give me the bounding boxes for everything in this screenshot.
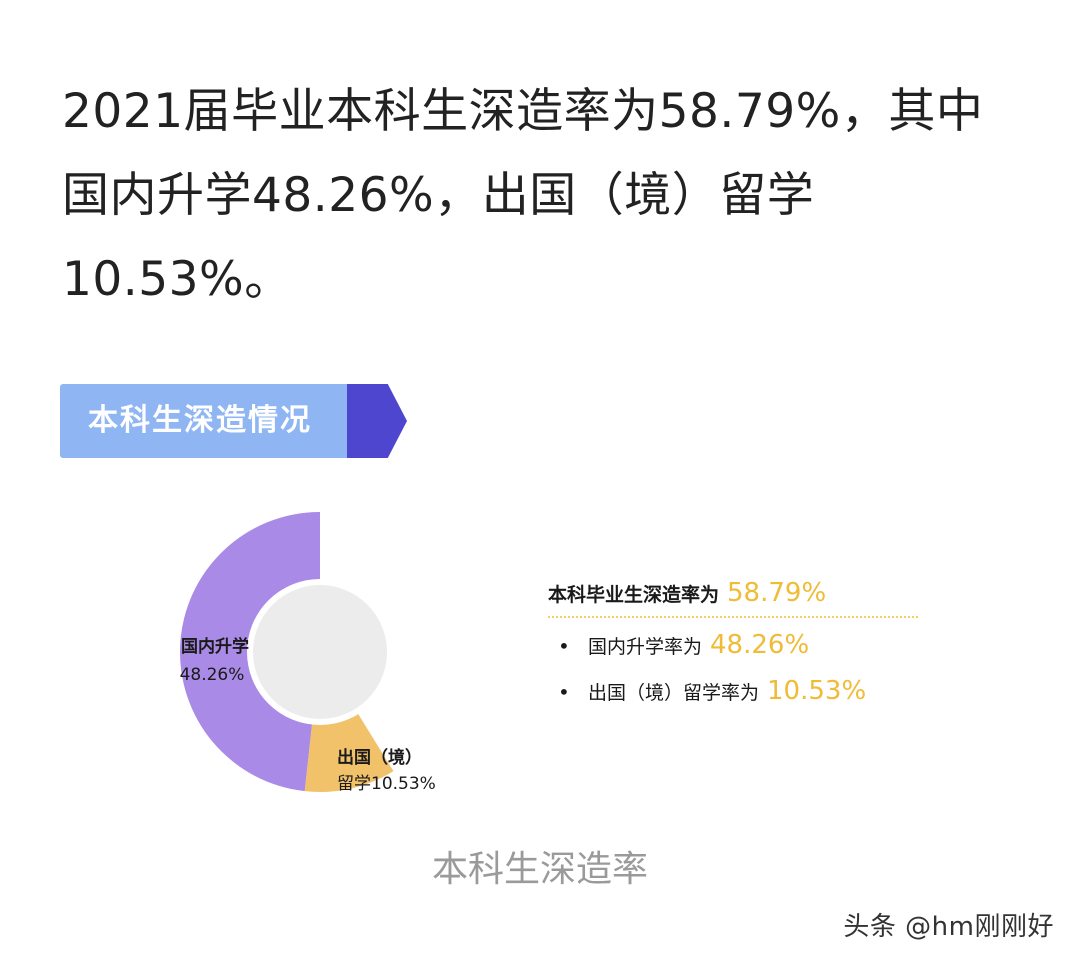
banner-light-block: [60, 384, 347, 458]
slice-label-domestic-value: 48.26%: [180, 665, 245, 685]
slice-label-abroad-value: 留学10.53%: [337, 774, 436, 794]
summary-item-text: 国内升学率为: [588, 636, 703, 658]
watermark: 头条 @hm刚刚好: [843, 912, 1054, 942]
headline: 2021届毕业本科生深造率为58.79%，其中国内升学48.26%，出国（境）留…: [62, 84, 984, 307]
chart-caption: 本科生深造率: [431, 849, 648, 890]
summary-item-text: 出国（境）留学率为: [588, 682, 760, 704]
summary-item-domestic: • 国内升学率为 48.26%: [548, 630, 918, 670]
banner-arrow: [347, 384, 407, 458]
summary-main-row: 本科毕业生深造率为 58.79%: [548, 578, 918, 618]
bullet-icon: •: [558, 680, 570, 704]
bullet-icon: •: [558, 634, 570, 658]
donut-center-circle: [247, 579, 393, 725]
summary-item-value: 48.26%: [710, 630, 810, 660]
summary-item-value: 10.53%: [767, 676, 867, 706]
section-banner: 本科生深造情况: [60, 384, 407, 458]
summary-main-text: 本科毕业生深造率为: [548, 584, 720, 606]
slice-label-abroad-name: 出国（境）: [337, 747, 422, 768]
summary-panel: 本科毕业生深造率为 58.79% • 国内升学率为 48.26% • 出国（境）…: [548, 578, 918, 716]
slice-label-domestic-name: 国内升学: [181, 636, 249, 657]
summary-item-abroad: • 出国（境）留学率为 10.53%: [548, 676, 918, 716]
banner-label: 本科生深造情况: [88, 403, 312, 438]
donut-chart: 国内升学 48.26% 出国（境） 留学10.53%: [180, 512, 436, 794]
summary-main-value: 58.79%: [727, 578, 827, 608]
